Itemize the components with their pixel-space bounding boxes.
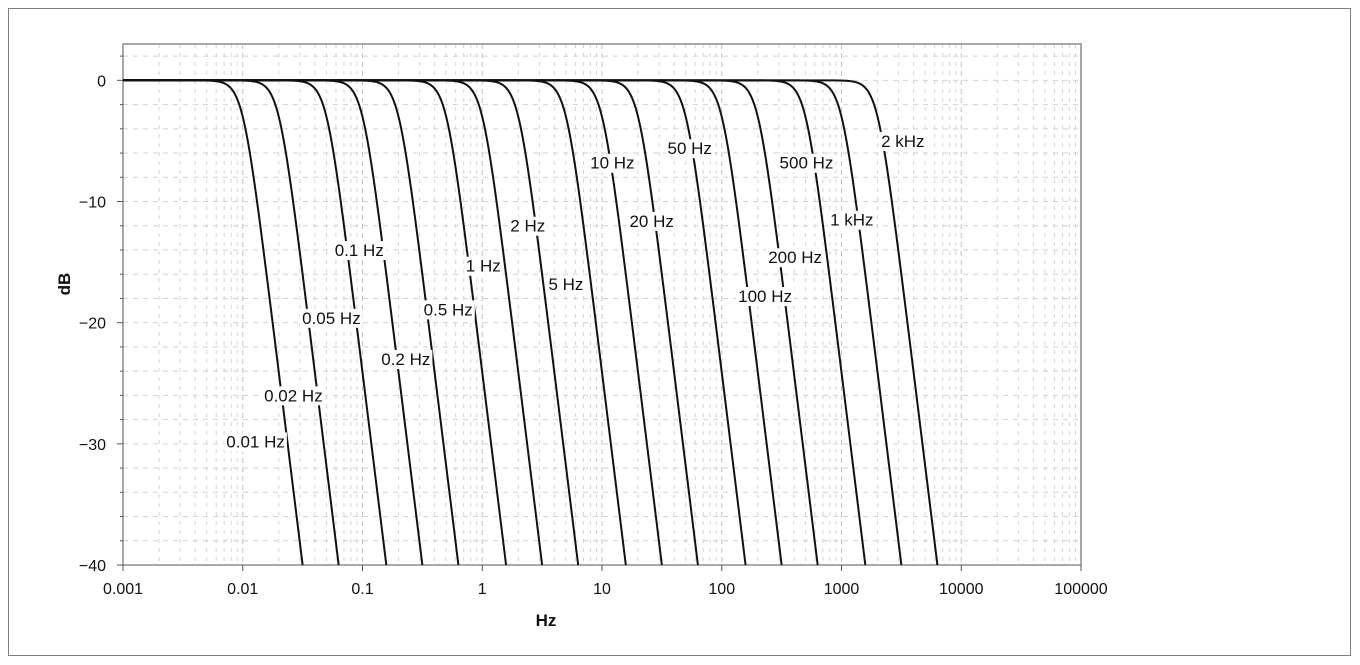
curve-label: 0.1 Hz xyxy=(335,241,384,260)
x-tick-label: 1000 xyxy=(824,581,860,598)
curve-label-background xyxy=(379,350,433,370)
curve-label: 5 Hz xyxy=(548,275,583,294)
y-tick-label: −40 xyxy=(79,558,106,575)
curve-label-background xyxy=(777,153,836,173)
curve-label: 0.5 Hz xyxy=(424,300,473,319)
curve-label: 200 Hz xyxy=(768,248,822,267)
x-tick-label: 0.001 xyxy=(103,581,143,598)
x-axis-title: Hz xyxy=(536,611,557,630)
y-tick-label: −20 xyxy=(79,316,106,333)
curve-label-background xyxy=(262,386,325,406)
chart-frame xyxy=(8,8,1351,656)
x-tick-label: 100 xyxy=(708,581,735,598)
x-tick-label: 10 xyxy=(593,581,611,598)
curve-label-background xyxy=(300,308,363,328)
curve-label: 0.05 Hz xyxy=(302,309,361,328)
curve-label-background xyxy=(879,131,927,151)
y-tick-label: −10 xyxy=(79,195,106,212)
response-curve xyxy=(122,79,939,566)
curve-label-background xyxy=(546,274,586,294)
curve-label-background xyxy=(736,287,795,307)
axes: 0 −10 −20 −30 −40 0.001 0.01 0.1 1 10 100 1000 10000… xyxy=(79,55,1108,598)
curve-label-background xyxy=(828,210,876,230)
x-tick-label: 10000 xyxy=(939,581,984,598)
curve-label-background xyxy=(665,139,714,159)
curve-labels: 0.01 Hz 0.02 Hz 0.05 Hz 0.1 Hz 0.2 Hz 0.5 Hz 1… xyxy=(224,131,927,452)
curve-label: 50 Hz xyxy=(667,139,711,158)
curve-label: 10 Hz xyxy=(590,154,634,173)
x-tick-label: 1 xyxy=(478,581,487,598)
curves xyxy=(122,79,939,566)
curve-label: 100 Hz xyxy=(738,287,792,306)
curve-label: 1 Hz xyxy=(466,257,501,276)
y-axis-title: dB xyxy=(55,273,74,296)
y-tick-label: 0 xyxy=(97,73,106,90)
x-tick-label: 0.01 xyxy=(227,581,258,598)
curve-label-background xyxy=(627,211,676,231)
curve-label: 0.2 Hz xyxy=(381,350,430,369)
curve-label-background xyxy=(766,248,825,268)
curve-label: 0.02 Hz xyxy=(264,386,323,405)
curve-label: 1 kHz xyxy=(830,211,873,230)
curve-label-background xyxy=(508,216,548,236)
x-tick-label: 0.1 xyxy=(351,581,373,598)
x-tick-label: 100000 xyxy=(1054,581,1107,598)
curve-label: 0.01 Hz xyxy=(226,432,285,451)
curve-label: 2 kHz xyxy=(881,132,924,151)
y-tick-label: −30 xyxy=(79,437,106,454)
curve-label-background xyxy=(332,240,386,260)
curve-label-background xyxy=(421,300,475,320)
grid xyxy=(123,44,1081,565)
curve-label: 2 Hz xyxy=(510,217,545,236)
curve-label: 500 Hz xyxy=(780,154,834,173)
curve-label-background xyxy=(588,153,637,173)
curve-label-background xyxy=(224,432,287,452)
curve-label-background xyxy=(463,256,503,276)
curve-label: 20 Hz xyxy=(629,212,673,231)
